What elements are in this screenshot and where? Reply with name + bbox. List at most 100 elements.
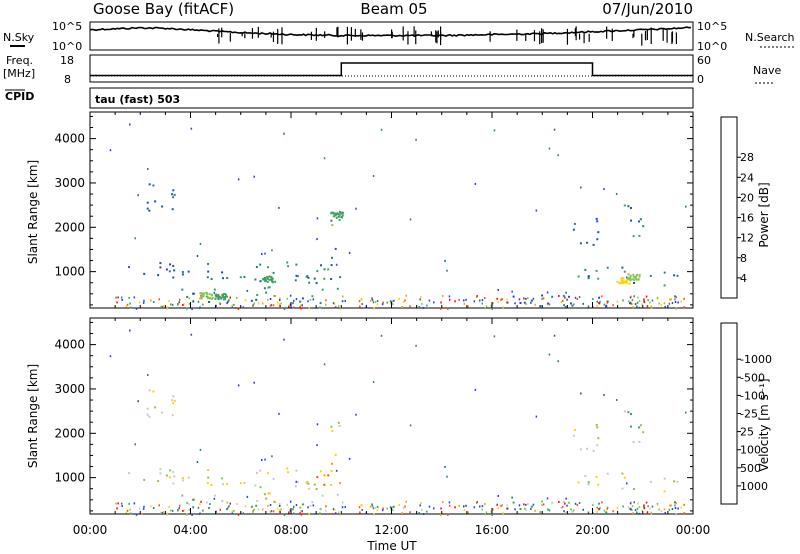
range-cell (490, 304, 493, 307)
range-cell (564, 502, 566, 505)
range-cell (218, 302, 221, 305)
hotspot-cell (330, 211, 333, 214)
range-cell (259, 486, 262, 489)
hotspot-cell (625, 281, 628, 284)
range-cell (171, 399, 174, 402)
hotspot-cell (221, 294, 224, 297)
range-cell (409, 218, 412, 221)
range-cell (458, 298, 460, 301)
range-cell (169, 263, 172, 266)
range-cell (636, 301, 639, 304)
range-cell (299, 506, 302, 509)
hotspot-cell (634, 276, 637, 279)
range-cell (283, 513, 286, 516)
range-cell (621, 472, 624, 475)
range-cell (409, 424, 412, 427)
range-cell (186, 307, 188, 310)
range-cell (598, 302, 600, 305)
range-cell (380, 128, 383, 131)
range-cell (597, 277, 600, 280)
range-cell (496, 297, 498, 300)
range-cell (500, 504, 502, 507)
range-cell (253, 381, 255, 384)
hotspot-cell (217, 294, 220, 297)
range-cell (336, 287, 339, 290)
range-cell (578, 502, 581, 504)
range-cell (674, 295, 676, 298)
range-cell (165, 474, 168, 477)
range-cell (202, 303, 204, 306)
range-cell (199, 297, 201, 300)
range-cell (252, 303, 254, 306)
range-cell (192, 506, 194, 509)
range-cell (307, 300, 309, 303)
range-cell (283, 307, 286, 310)
range-cell (623, 476, 626, 479)
range-cell (587, 305, 590, 308)
range-cell (208, 513, 211, 515)
range-cell (685, 205, 687, 208)
range-cell (428, 505, 431, 508)
hotspot-cell (262, 278, 265, 281)
range-cell (664, 511, 666, 514)
range-cell (253, 302, 255, 305)
range-cell (680, 300, 682, 303)
range-cell (393, 299, 395, 302)
range-cell (334, 306, 337, 309)
range-cell (658, 302, 660, 305)
range-cell (146, 207, 149, 210)
range-cell (128, 266, 131, 269)
range-cell (530, 301, 532, 304)
range-cell (323, 474, 326, 477)
range-cell (172, 482, 175, 485)
time-tick-label: 00:00 (676, 523, 711, 537)
range-cell (674, 298, 676, 301)
range-cell (523, 301, 526, 304)
range-cell (199, 448, 202, 451)
range-cell (137, 400, 139, 403)
range-cell (409, 305, 411, 308)
range-cell (261, 302, 264, 305)
range-cell (166, 306, 169, 309)
time-tick-label: 00:00 (73, 523, 108, 537)
range-cell (576, 298, 579, 301)
range-cell (339, 513, 342, 516)
range-cell (126, 509, 129, 512)
range-cell (491, 513, 493, 516)
range-cell (208, 307, 211, 309)
range-cell (633, 282, 635, 284)
hotspot-cell (336, 212, 339, 215)
range-cell (646, 511, 649, 514)
range-cell (337, 421, 340, 424)
range-cell (334, 247, 337, 250)
range-cell (658, 508, 660, 511)
range-cell (446, 269, 448, 272)
range-cell (244, 505, 247, 508)
range-cell (301, 304, 303, 307)
range-cell (331, 462, 333, 465)
range-cell (117, 502, 119, 505)
range-cell (321, 494, 324, 497)
noise-panel-frame (89, 21, 694, 51)
range-cell (170, 509, 172, 512)
range-cell (254, 484, 257, 487)
range-cell (187, 476, 190, 479)
range-cell (641, 509, 643, 512)
range-cell (606, 472, 609, 475)
range-cell (161, 411, 164, 414)
range-cell (147, 374, 149, 376)
range-cell (250, 299, 253, 302)
range-cell (316, 217, 319, 220)
range-cell (603, 509, 605, 512)
range-cell (649, 274, 652, 277)
range-cell (638, 220, 641, 223)
range-cell (316, 238, 318, 241)
range-cell (121, 505, 123, 507)
range-cell (273, 500, 276, 503)
range-cell (237, 178, 240, 181)
velocity-colorbar: 1000 500 100 25 -25 -100 -500 -1000 (720, 322, 772, 505)
range-cell (409, 511, 411, 514)
range-cell (270, 304, 273, 307)
range-cell (649, 507, 651, 510)
range-cell (143, 478, 146, 481)
